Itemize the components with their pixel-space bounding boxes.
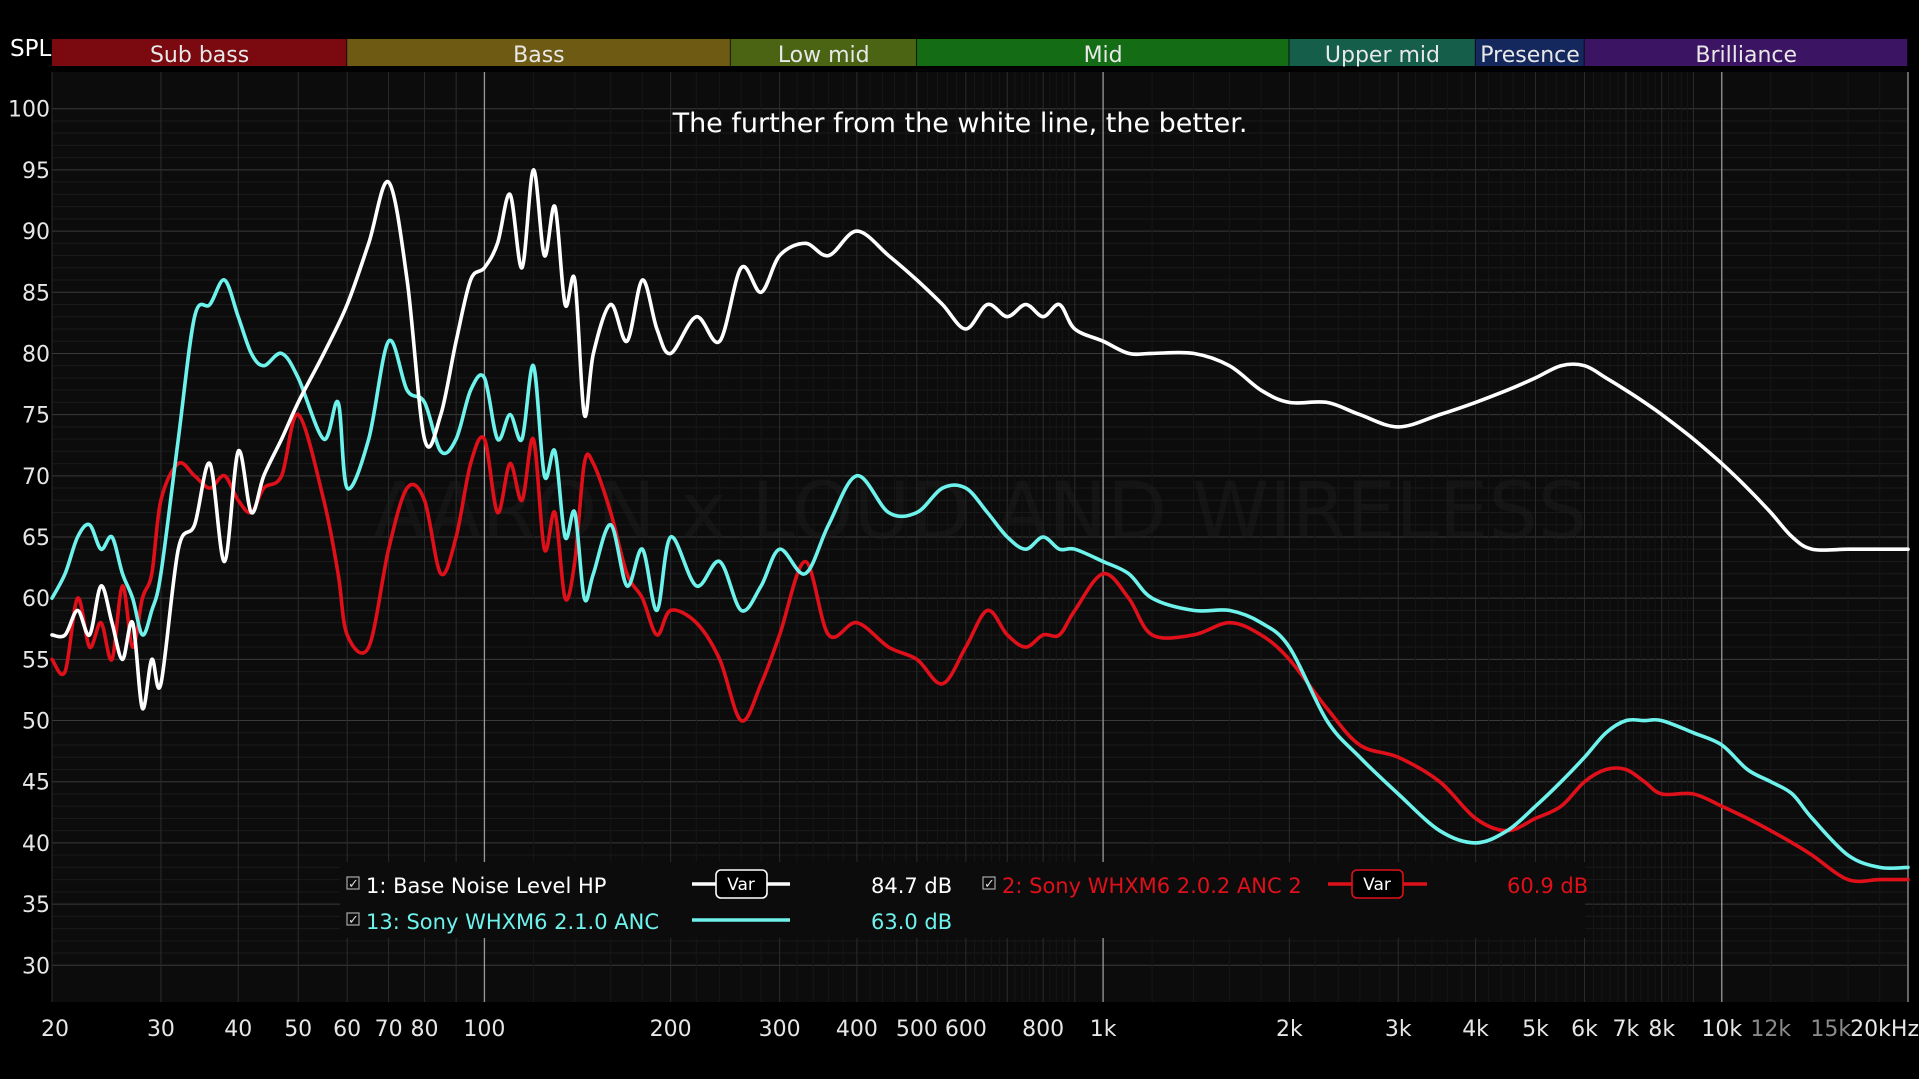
x-tick-label: 800: [1022, 1017, 1064, 1042]
series-line-1: [50, 168, 1910, 711]
y-tick-label: 45: [22, 771, 50, 796]
y-tick-label: 40: [22, 832, 50, 857]
x-tick-label: 8k: [1648, 1017, 1675, 1042]
y-axis-ticks: 30 35 40 45 50 55 60 65 70 75 80 85 90 95 100: [8, 98, 50, 980]
x-tick-label: 2k: [1276, 1017, 1303, 1042]
x-tick-label: 1k: [1090, 1017, 1117, 1042]
band-brilliance: [1584, 39, 1908, 66]
x-tick-label: 15k: [1810, 1017, 1851, 1042]
legend-name-series-1: 1: Base Noise Level HP: [366, 874, 606, 898]
legend-check-mark: ✓: [348, 877, 359, 892]
x-tick-label: 6k: [1571, 1017, 1598, 1042]
series-lines: [50, 168, 1910, 884]
band-label: Upper mid: [1325, 43, 1440, 68]
band-presence: [1475, 39, 1585, 66]
x-tick-label: 12k: [1750, 1017, 1791, 1042]
x-tick-label: 7k: [1613, 1017, 1640, 1042]
y-tick-label: 35: [22, 893, 50, 918]
x-tick-label: 20: [41, 1017, 69, 1042]
y-tick-label: 55: [22, 648, 50, 673]
x-tick-label: 30: [147, 1017, 175, 1042]
y-tick-label: 80: [22, 342, 50, 367]
y-tick-label: 95: [22, 159, 50, 184]
x-tick-label: 600: [945, 1017, 987, 1042]
x-tick-label: 4k: [1462, 1017, 1489, 1042]
y-tick-label: 65: [22, 526, 50, 551]
chart-annotation: The further from the white line, the bet…: [672, 108, 1248, 139]
y-tick-label: 90: [22, 220, 50, 245]
legend: ✓ 1: Base Noise Level HP Var 84.7 dB ✓ 2…: [340, 862, 1588, 938]
x-tick-label: 10k: [1701, 1017, 1742, 1042]
legend-value-series-2: 63.0 dB: [871, 910, 952, 934]
legend-var-label: Var: [1363, 875, 1391, 895]
legend-var-label: Var: [727, 875, 755, 895]
x-tick-label: 400: [836, 1017, 878, 1042]
x-tick-label: 200: [650, 1017, 692, 1042]
x-tick-label: 300: [759, 1017, 801, 1042]
frequency-band-bar: Sub bass Bass Low mid Mid Upper mid Presence B…: [52, 39, 1909, 68]
band-label: Brilliance: [1695, 43, 1797, 68]
band-bass: [347, 39, 731, 66]
legend-checkbox-series-3[interactable]: [982, 876, 996, 890]
band-label: Bass: [513, 43, 565, 68]
band-label: Sub bass: [150, 43, 249, 68]
x-tick-label: 500: [896, 1017, 938, 1042]
x-tick-label: 5k: [1522, 1017, 1549, 1042]
x-tick-label: 40: [224, 1017, 252, 1042]
y-tick-label: 50: [22, 710, 50, 735]
x-tick-label: 20kHz: [1850, 1017, 1919, 1042]
legend-checkbox-series-1[interactable]: [346, 876, 360, 890]
band-label: Presence: [1480, 43, 1580, 68]
legend-value-series-1: 84.7 dB: [871, 874, 952, 898]
x-tick-label: 50: [284, 1017, 312, 1042]
legend-name-series-3: 2: Sony WHXM6 2.0.2 ANC 2: [1002, 874, 1302, 898]
band-label: Mid: [1084, 43, 1123, 68]
x-tick-label: 80: [410, 1017, 438, 1042]
band-upper-mid: [1289, 39, 1476, 66]
y-tick-label: 100: [8, 98, 50, 123]
y-tick-label: 75: [22, 404, 50, 429]
x-axis-ticks: 20 30 40 50 60 70 80 100 200 300 400 500 600 800 1k 2k 3…: [41, 1017, 1919, 1042]
legend-name-series-2: 13: Sony WHXM6 2.1.0 ANC: [366, 910, 659, 934]
y-tick-label: 85: [22, 281, 50, 306]
x-tick-label: 60: [333, 1017, 361, 1042]
y-tick-label: 70: [22, 465, 50, 490]
x-tick-label: 70: [375, 1017, 403, 1042]
band-sub-bass: [52, 39, 348, 66]
legend-check-mark: ✓: [348, 913, 359, 928]
band-low-mid: [730, 39, 917, 66]
legend-value-series-3: 60.9 dB: [1507, 874, 1588, 898]
x-tick-label: 3k: [1385, 1017, 1412, 1042]
legend-check-mark: ✓: [984, 877, 995, 892]
y-tick-label: 60: [22, 587, 50, 612]
band-mid: [916, 39, 1290, 66]
legend-checkbox-series-2[interactable]: [346, 912, 360, 926]
series-line-2: [50, 278, 1910, 871]
y-axis-label: SPL: [10, 36, 51, 62]
y-tick-label: 30: [22, 954, 50, 979]
x-tick-label: 100: [463, 1017, 505, 1042]
band-label: Low mid: [778, 43, 870, 68]
